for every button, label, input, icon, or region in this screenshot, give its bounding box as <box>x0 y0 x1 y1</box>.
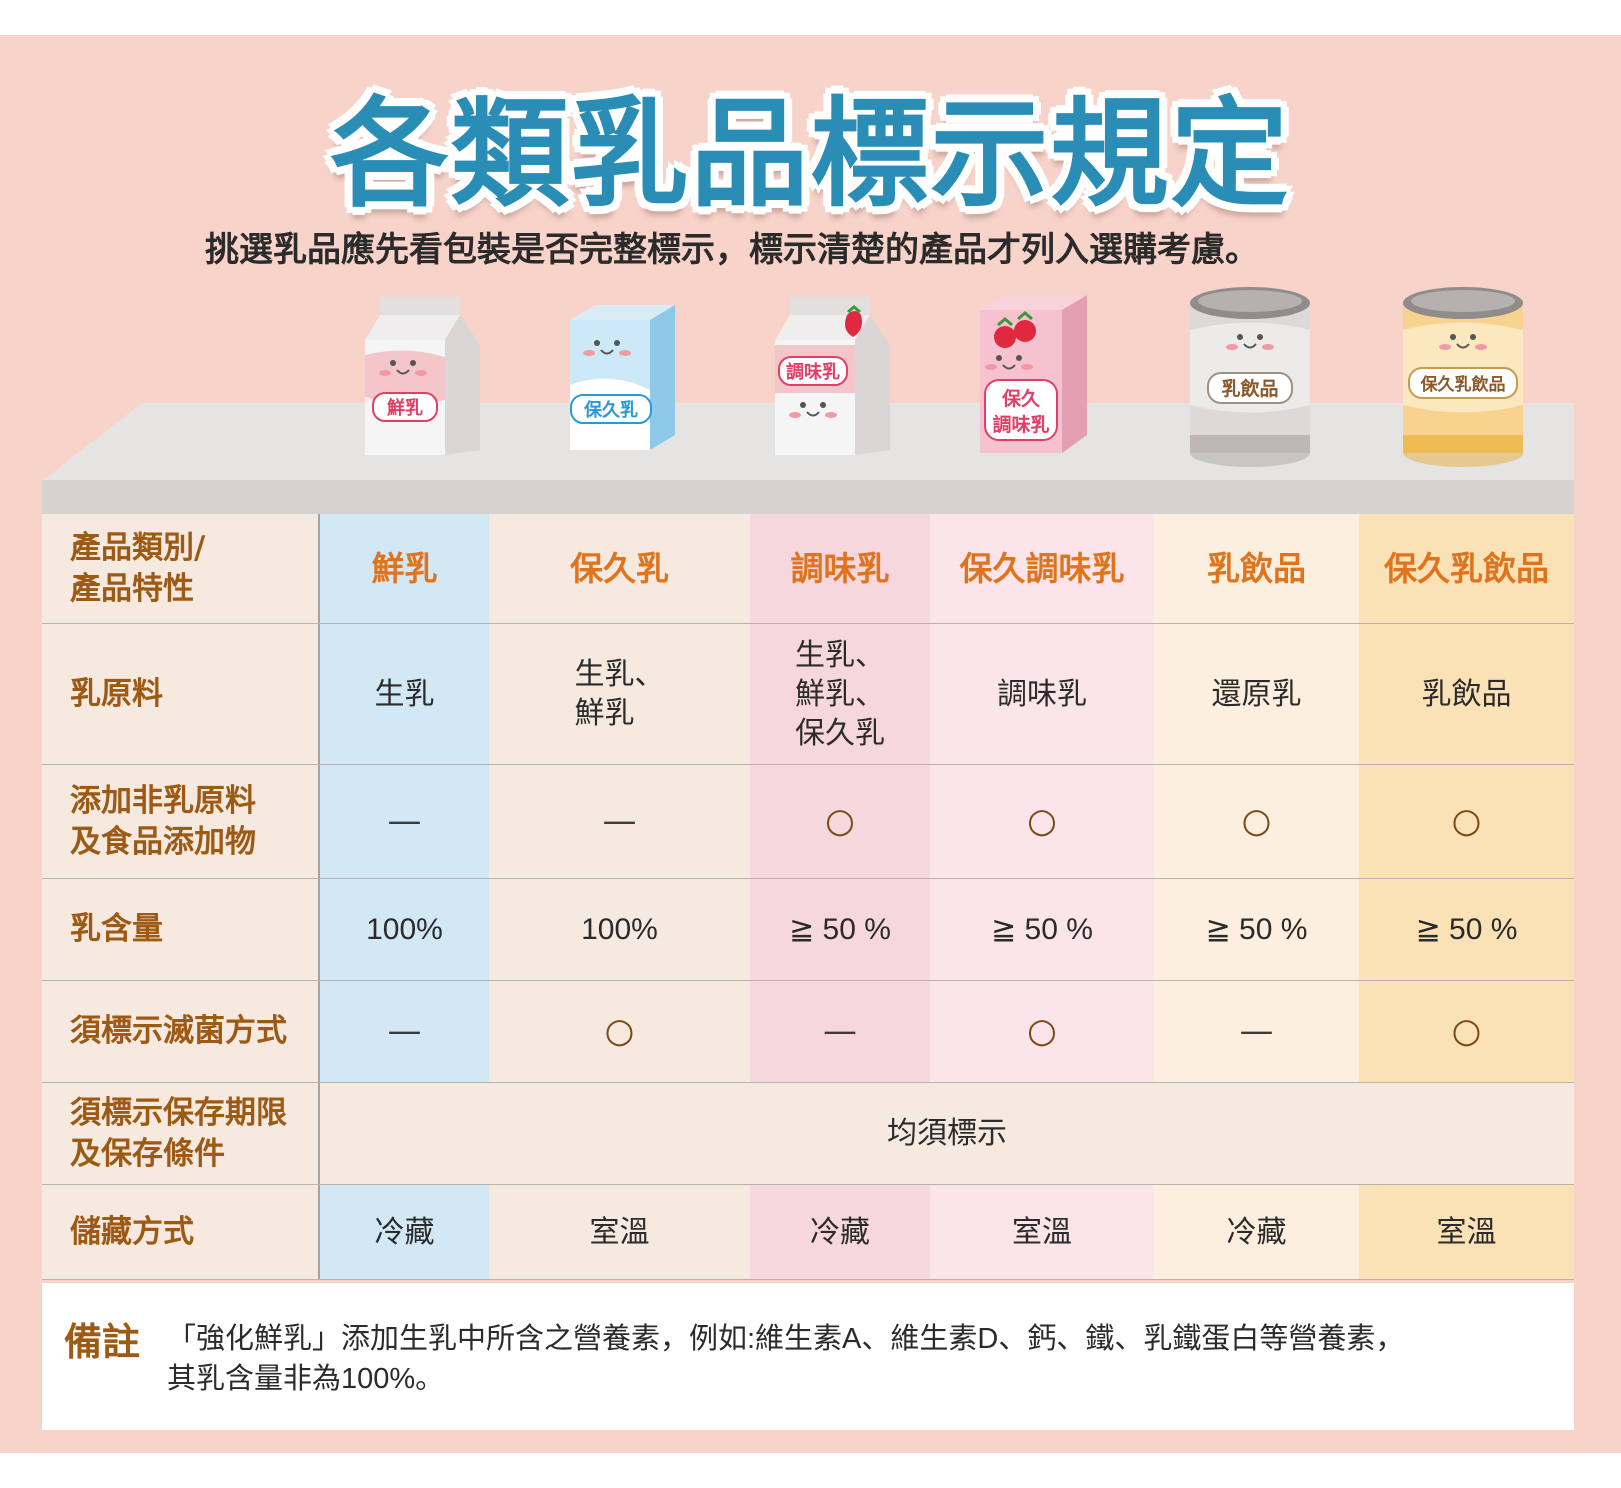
cell-value: 乳飲品 <box>1421 677 1512 711</box>
column-header-uht-flavored-milk: 保久調味乳 <box>930 514 1154 623</box>
column-header-uht-dairy-drink: 保久乳飲品 <box>1359 514 1574 623</box>
row-label: 須標示滅菌方式 <box>42 981 320 1082</box>
product-label: 鮮乳 <box>387 397 423 419</box>
table-cell: 調味乳 <box>930 624 1154 764</box>
table-header-row: 產品類別/產品特性 鮮乳 保久乳 調味乳 保久調味乳 乳飲品 保久乳飲品 <box>42 514 1574 624</box>
table-cell: 乳飲品 <box>1359 624 1574 764</box>
dairy-drink-can-icon: 乳飲品 <box>1190 287 1310 467</box>
table-cell: ○ <box>750 765 930 878</box>
cell-value: 生乳 <box>374 677 435 711</box>
table-cell: ○ <box>1359 981 1574 1082</box>
row-label: 須標示保存期限 及保存條件 <box>42 1083 320 1184</box>
table-row: 添加非乳原料 及食品添加物 — — ○ ○ ○ ○ <box>42 765 1574 879</box>
table-row: 須標示保存期限 及保存條件 均須標示 <box>42 1083 1574 1185</box>
table-cell: ≧ 50 % <box>1359 879 1574 980</box>
table-cell: 冷藏 <box>1154 1185 1359 1279</box>
table-cell: ○ <box>1359 765 1574 878</box>
product-label-line1: 保久 <box>1001 387 1041 410</box>
column-header-dairy-drink: 乳飲品 <box>1154 514 1359 623</box>
page-subtitle: 挑選乳品應先看包裝是否完整標示，標示清楚的產品才列入選購考慮。 <box>205 230 1259 270</box>
product-label: 調味乳 <box>786 361 840 383</box>
product-label: 保久乳飲品 <box>1420 374 1506 395</box>
header-label-line1: 產品類別/ <box>70 529 206 566</box>
table-cell: 室溫 <box>1359 1185 1574 1279</box>
row-label: 乳含量 <box>42 879 320 980</box>
product-label: 保久乳 <box>583 399 638 421</box>
table-cell: 生乳、 鮮乳 <box>489 624 750 764</box>
table-cell: ○ <box>489 981 750 1082</box>
cell-value: 調味乳 <box>997 677 1087 711</box>
table-row: 乳原料 生乳 生乳、 鮮乳 生乳、 鮮乳、 保久乳 調味乳 還原乳 乳飲品 <box>42 624 1574 765</box>
uht-flavored-milk-tetra-icon: 保久 調味乳 <box>980 295 1087 453</box>
cell-value: 生乳、 鮮乳 <box>574 658 665 730</box>
table-cell: ≧ 50 % <box>750 879 930 980</box>
flavored-milk-carton-icon: 調味乳 <box>775 297 890 455</box>
uht-milk-tetra-icon: 保久乳 <box>570 305 675 450</box>
table-cell: 還原乳 <box>1154 624 1359 764</box>
column-header-fresh-milk: 鮮乳 <box>320 514 489 623</box>
table-cell: 100% <box>320 879 489 980</box>
table-cell-span: 均須標示 <box>320 1083 1574 1184</box>
table-cell: ○ <box>930 981 1154 1082</box>
footnote-text: 「強化鮮乳」添加生乳中所含之營養素，例如:維生素A、維生素D、鈣、鐵、乳鐵蛋白等… <box>167 1319 1547 1399</box>
table-cell: 冷藏 <box>750 1185 930 1279</box>
labeling-table: 產品類別/產品特性 鮮乳 保久乳 調味乳 保久調味乳 乳飲品 保久乳飲品 乳原料… <box>42 514 1574 1280</box>
footnote-label: 備註 <box>64 1320 141 1364</box>
row-label: 添加非乳原料 及食品添加物 <box>42 765 320 878</box>
page-title: 各類乳品標示規定 <box>330 85 1291 223</box>
product-label-line2: 調味乳 <box>992 413 1049 436</box>
row-label-line1: 添加非乳原料 <box>70 782 256 819</box>
column-header-uht-milk: 保久乳 <box>489 514 750 623</box>
shelf-front <box>42 480 1574 514</box>
footnote-line1: 「強化鮮乳」添加生乳中所含之營養素，例如:維生素A、維生素D、鈣、鐵、乳鐵蛋白等… <box>167 1323 1405 1355</box>
cell-value: 還原乳 <box>1211 677 1302 711</box>
table-row: 須標示滅菌方式 — ○ — ○ — ○ <box>42 981 1574 1083</box>
table-row: 儲藏方式 冷藏 室溫 冷藏 室溫 冷藏 室溫 <box>42 1185 1574 1280</box>
table-cell: ○ <box>1154 765 1359 878</box>
table-cell: ○ <box>930 765 1154 878</box>
table-cell: — <box>320 765 489 878</box>
uht-dairy-drink-can-icon: 保久乳飲品 <box>1403 287 1523 467</box>
table-cell: — <box>320 981 489 1082</box>
table-cell: 室溫 <box>930 1185 1154 1279</box>
table-cell: ≧ 50 % <box>930 879 1154 980</box>
footnote-line2: 其乳含量非為100%。 <box>167 1363 445 1395</box>
table-cell: 生乳、 鮮乳、 保久乳 <box>750 624 930 764</box>
cell-value: 生乳、 鮮乳、 保久乳 <box>795 638 885 750</box>
column-header-flavored-milk: 調味乳 <box>750 514 930 623</box>
table-cell: 冷藏 <box>320 1185 489 1279</box>
product-row: 鮮乳 保久乳 調味乳 保久 <box>0 285 1621 475</box>
row-label-line2: 及食品添加物 <box>70 823 256 860</box>
row-label-line2: 及保存條件 <box>70 1135 225 1172</box>
table-row: 乳含量 100% 100% ≧ 50 % ≧ 50 % ≧ 50 % ≧ 50 … <box>42 879 1574 981</box>
table-cell: 室溫 <box>489 1185 750 1279</box>
row-label: 乳原料 <box>42 624 320 764</box>
table-cell: — <box>1154 981 1359 1082</box>
table-cell: ≧ 50 % <box>1154 879 1359 980</box>
product-label: 乳飲品 <box>1221 377 1278 400</box>
header-label-line2: 產品特性 <box>70 570 194 607</box>
table-cell: — <box>489 765 750 878</box>
header-label: 產品類別/產品特性 <box>42 514 320 623</box>
row-label-line1: 須標示保存期限 <box>70 1094 287 1131</box>
table-cell: — <box>750 981 930 1082</box>
footnote-box: 備註 「強化鮮乳」添加生乳中所含之營養素，例如:維生素A、維生素D、鈣、鐵、乳鐵… <box>42 1283 1574 1430</box>
fresh-milk-carton-icon: 鮮乳 <box>365 297 480 455</box>
table-cell: 100% <box>489 879 750 980</box>
table-cell: 生乳 <box>320 624 489 764</box>
row-label: 儲藏方式 <box>42 1185 320 1279</box>
